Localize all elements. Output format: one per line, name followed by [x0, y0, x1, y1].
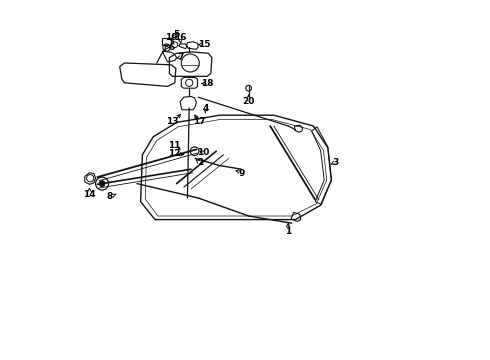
Text: 5: 5 [173, 31, 180, 40]
Text: 13: 13 [166, 117, 178, 126]
Text: 9: 9 [238, 169, 245, 178]
Text: 11: 11 [168, 141, 180, 150]
Circle shape [99, 181, 105, 186]
Text: 12: 12 [168, 149, 180, 158]
Text: 17: 17 [193, 117, 205, 126]
Text: 4: 4 [202, 104, 209, 113]
Text: 15: 15 [198, 40, 211, 49]
Text: 20: 20 [243, 97, 255, 106]
Text: 14: 14 [83, 190, 96, 199]
Text: 6: 6 [168, 43, 174, 52]
Text: 8: 8 [107, 192, 113, 201]
Text: 10: 10 [197, 148, 210, 157]
Text: 16: 16 [174, 33, 187, 42]
Text: 3: 3 [333, 158, 339, 166]
Text: 19: 19 [165, 33, 177, 42]
Text: 7: 7 [177, 53, 183, 62]
Text: 1: 1 [285, 227, 292, 236]
Text: 18: 18 [201, 79, 214, 88]
Text: 2: 2 [197, 158, 203, 167]
